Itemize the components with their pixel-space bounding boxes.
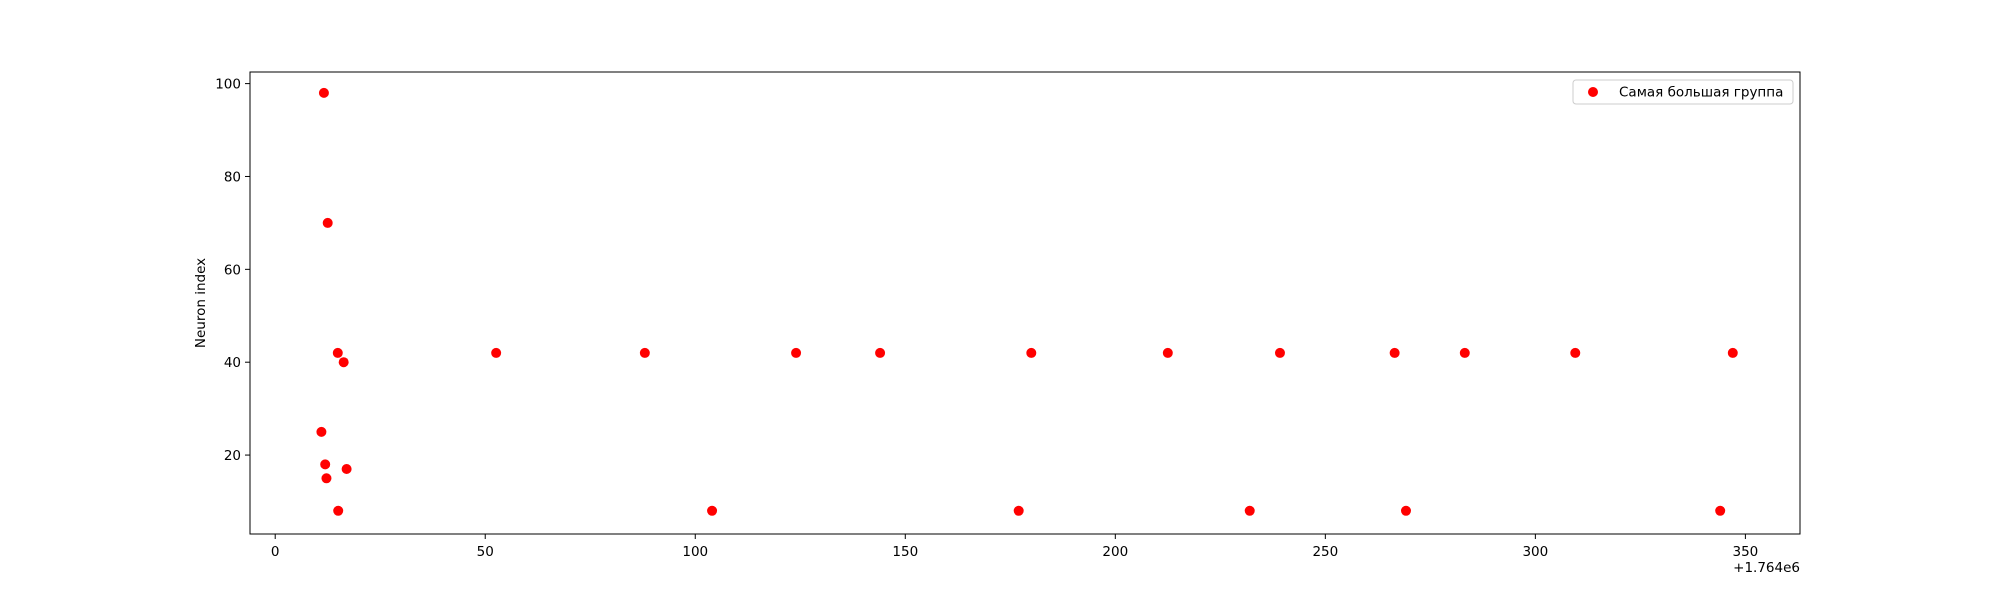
y-tick-label: 20 <box>224 448 241 464</box>
x-tick-label: 150 <box>892 544 918 560</box>
scatter-point <box>1026 347 1037 358</box>
scatter-point <box>1570 347 1581 358</box>
x-tick-label: 50 <box>477 544 494 560</box>
scatter-point <box>318 87 329 98</box>
x-tick-label: 200 <box>1102 544 1128 560</box>
scatter-point <box>707 505 718 516</box>
scatter-point <box>332 347 343 358</box>
x-tick-label: 300 <box>1522 544 1548 560</box>
scatter-point <box>1274 347 1285 358</box>
legend: Самая большая группа <box>1572 79 1794 105</box>
y-tick-label: 40 <box>224 355 241 371</box>
y-axis-ticks: 20 40 60 80 100 <box>215 77 250 464</box>
scatter-point <box>316 426 327 437</box>
scatter-point <box>321 473 332 484</box>
legend-label: Самая большая группа <box>1619 85 1783 101</box>
scatter-point <box>333 505 344 516</box>
scatter-point <box>875 347 886 358</box>
x-tick-label: 100 <box>682 544 708 560</box>
scatter-points <box>316 87 1738 516</box>
x-tick-label: 250 <box>1312 544 1338 560</box>
plot-area <box>249 71 1801 535</box>
y-tick-label: 60 <box>224 262 241 278</box>
scatter-point <box>639 347 650 358</box>
scatter-point <box>1162 347 1173 358</box>
x-tick-label: 350 <box>1733 544 1759 560</box>
plot-frame <box>249 71 1801 535</box>
y-tick-label: 100 <box>215 77 241 93</box>
scatter-point <box>791 347 802 358</box>
scatter-point <box>1013 505 1024 516</box>
scatter-point <box>491 347 502 358</box>
scatter-point <box>322 217 333 228</box>
scatter-point <box>1459 347 1470 358</box>
legend-box <box>1572 79 1794 105</box>
scatter-point <box>341 463 352 474</box>
x-tick-label: 0 <box>271 544 280 560</box>
scatter-point <box>1400 505 1411 516</box>
scatter-point <box>320 459 331 470</box>
x-axis-offset-label: +1.764e6 <box>1733 560 1800 576</box>
legend-marker <box>1588 87 1598 97</box>
x-axis-ticks: 0 50 100 150 200 250 300 350 <box>271 534 1758 560</box>
scatter-point <box>1244 505 1255 516</box>
y-tick-label: 80 <box>224 169 241 185</box>
scatter-point <box>338 357 349 368</box>
scatter-point <box>1389 347 1400 358</box>
y-axis-label: Neuron index <box>193 258 209 348</box>
scatter-point <box>1715 505 1726 516</box>
scatter-point <box>1727 347 1738 358</box>
